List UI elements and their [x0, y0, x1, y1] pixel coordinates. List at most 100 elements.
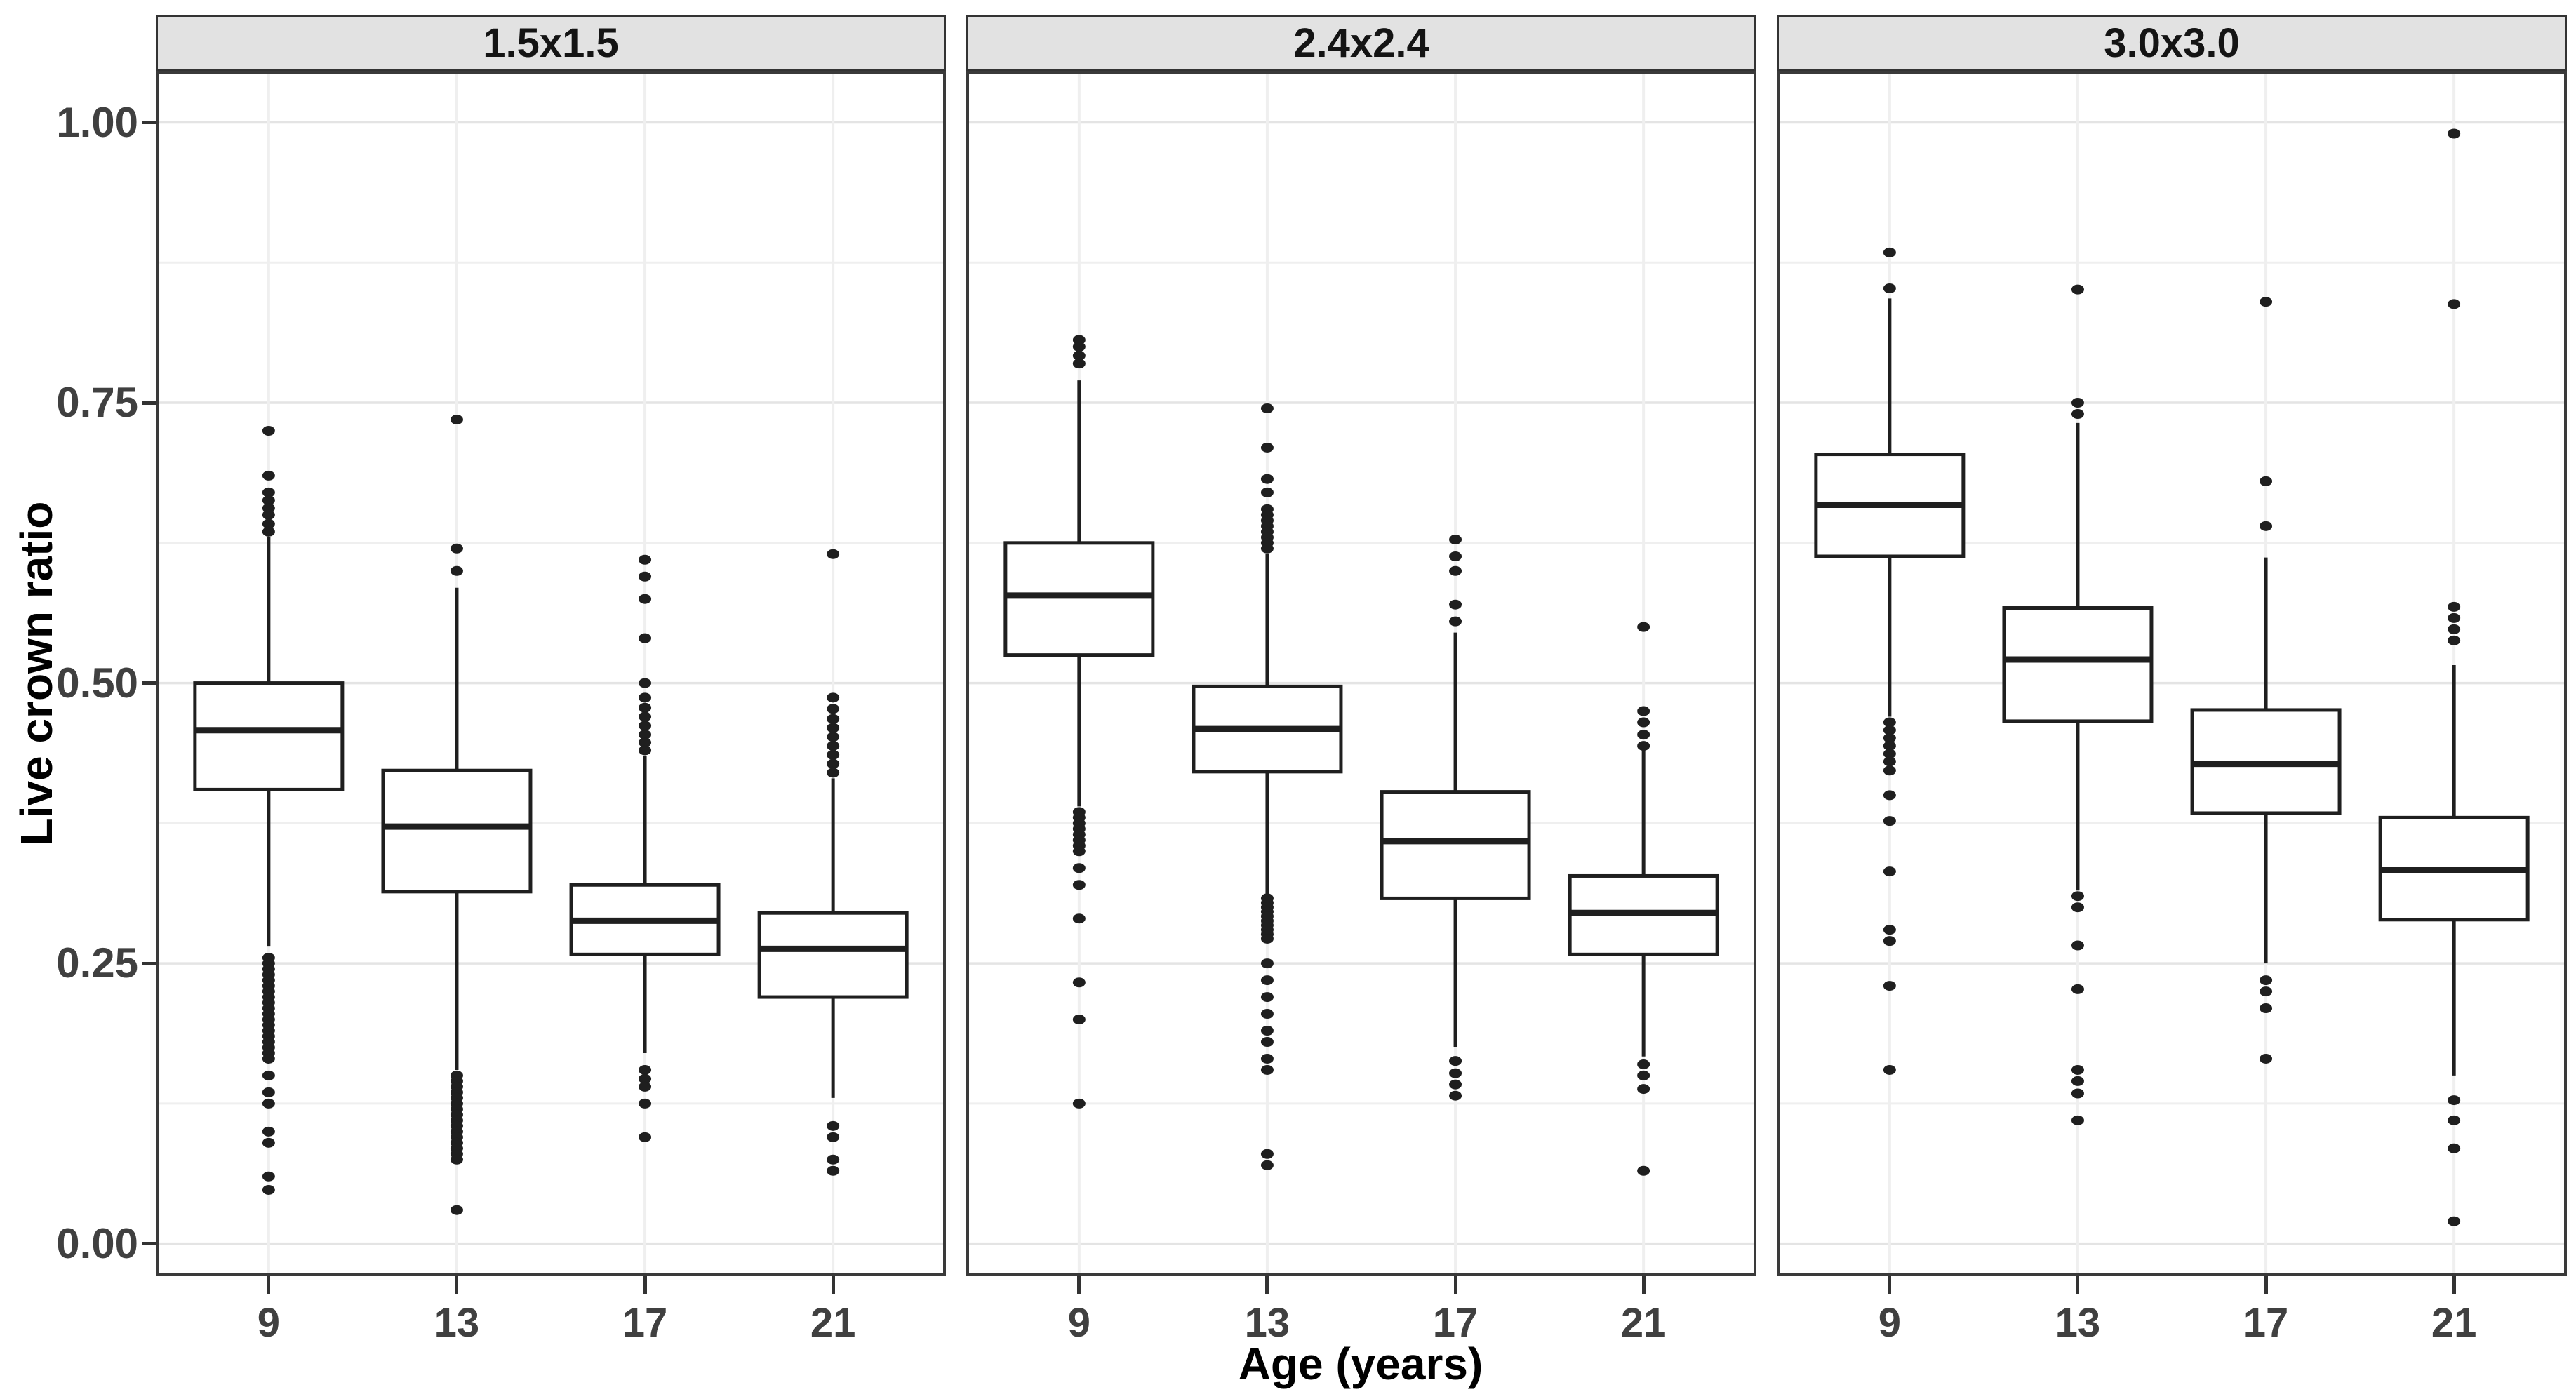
facet-strip: 2.4x2.4	[966, 15, 1756, 71]
outlier-point	[827, 723, 840, 733]
outlier-point	[639, 730, 652, 740]
outlier-point	[1072, 863, 1086, 873]
panel-plot-area	[966, 71, 1756, 1276]
outlier-point	[1883, 247, 1896, 257]
outlier-point	[2448, 128, 2461, 139]
outlier-point	[1260, 1009, 1274, 1019]
outlier-point	[1072, 880, 1086, 890]
outlier-point	[262, 1184, 275, 1195]
x-tick-mark	[267, 1276, 271, 1294]
outlier-point	[639, 633, 652, 643]
outlier-point	[827, 704, 840, 714]
outlier-point	[1637, 741, 1650, 751]
outlier-point	[262, 470, 275, 481]
x-tick-mark	[2452, 1276, 2456, 1294]
x-tick-label: 21	[810, 1300, 856, 1346]
boxplot-age-17	[1380, 535, 1531, 1101]
outlier-point	[827, 1154, 840, 1165]
panel-plot-area	[156, 71, 946, 1276]
outlier-point	[262, 495, 275, 506]
boxplot-age-21	[757, 549, 909, 1176]
x-tick-mark	[1453, 1276, 1457, 1294]
y-tick-label: 0.50	[56, 659, 138, 707]
boxplot-age-21	[1568, 622, 1719, 1176]
outlier-point	[639, 571, 652, 582]
x-tick-label: 9	[1067, 1300, 1090, 1346]
outlier-point	[639, 702, 652, 713]
outlier-point	[827, 1120, 840, 1131]
outlier-point	[1260, 1064, 1274, 1075]
x-axis-title: Age (years)	[1238, 1339, 1483, 1389]
outlier-point	[639, 711, 652, 722]
outlier-point	[2071, 984, 2084, 994]
x-tick-label: 13	[1244, 1300, 1290, 1346]
outlier-point	[2260, 986, 2273, 997]
y-tick-mark	[142, 681, 156, 685]
outlier-point	[2260, 975, 2273, 986]
outlier-point	[1260, 1149, 1274, 1159]
outlier-point	[1260, 543, 1274, 554]
outlier-point	[1072, 1015, 1086, 1025]
outlier-point	[262, 518, 275, 529]
outlier-point	[262, 1070, 275, 1080]
y-tick-mark	[142, 961, 156, 965]
facet-panel: 3.0x3.0	[1777, 15, 2567, 1276]
facet-strip-label: 3.0x3.0	[2104, 20, 2240, 66]
outlier-point	[827, 714, 840, 724]
outlier-point	[1883, 741, 1896, 751]
x-tick-mark	[2264, 1276, 2268, 1294]
outlier-point	[262, 509, 275, 520]
outlier-point	[1072, 335, 1086, 345]
outlier-point	[1449, 599, 1462, 610]
boxplot-age-21	[2378, 128, 2530, 1226]
outlier-point	[2448, 1095, 2461, 1106]
outlier-point	[1072, 913, 1086, 924]
outlier-point	[1260, 1160, 1274, 1170]
x-tick-mark	[2076, 1276, 2080, 1294]
outlier-point	[1260, 487, 1274, 497]
facet-strip-label: 2.4x2.4	[1293, 20, 1429, 66]
boxplot-age-17	[569, 554, 721, 1142]
outlier-point	[639, 745, 652, 756]
outlier-point	[639, 554, 652, 565]
x-tick-label: 9	[1878, 1300, 1901, 1346]
outlier-point	[2071, 1064, 2084, 1075]
outlier-point	[827, 1165, 840, 1176]
outlier-point	[1637, 1084, 1650, 1095]
outlier-point	[1883, 790, 1896, 801]
outlier-point	[1072, 846, 1086, 857]
outlier-point	[2071, 1115, 2084, 1125]
boxplot-age-13	[1192, 403, 1343, 1170]
facet-strip: 3.0x3.0	[1777, 15, 2567, 71]
boxplot-age-9	[1814, 247, 1966, 1075]
x-tick-label: 9	[257, 1300, 280, 1346]
x-tick-mark	[1265, 1276, 1269, 1294]
outlier-point	[2071, 891, 2084, 902]
outlier-point	[450, 415, 463, 425]
outlier-point	[827, 749, 840, 760]
outlier-point	[639, 678, 652, 688]
outlier-point	[2448, 635, 2461, 645]
outlier-point	[639, 692, 652, 703]
outlier-point	[2448, 624, 2461, 634]
outlier-point	[1449, 1090, 1462, 1101]
outlier-point	[262, 503, 275, 514]
outlier-point	[450, 1154, 463, 1165]
x-tick-label: 13	[2055, 1300, 2101, 1346]
x-tick-mark	[831, 1276, 835, 1294]
panel-border	[966, 71, 1756, 1276]
x-tick-mark	[455, 1276, 459, 1294]
outlier-point	[450, 543, 463, 554]
x-tick-label: 17	[2243, 1300, 2289, 1346]
outlier-point	[1260, 474, 1274, 484]
outlier-point	[639, 1073, 652, 1084]
outlier-point	[1883, 981, 1896, 991]
facet-strip-label: 1.5x1.5	[483, 20, 619, 66]
outlier-point	[1637, 717, 1650, 728]
outlier-point	[1637, 730, 1650, 740]
outlier-point	[639, 1132, 652, 1142]
outlier-point	[450, 565, 463, 576]
outlier-point	[827, 768, 840, 778]
outlier-point	[1072, 359, 1086, 369]
facet-strip: 1.5x1.5	[156, 15, 946, 71]
